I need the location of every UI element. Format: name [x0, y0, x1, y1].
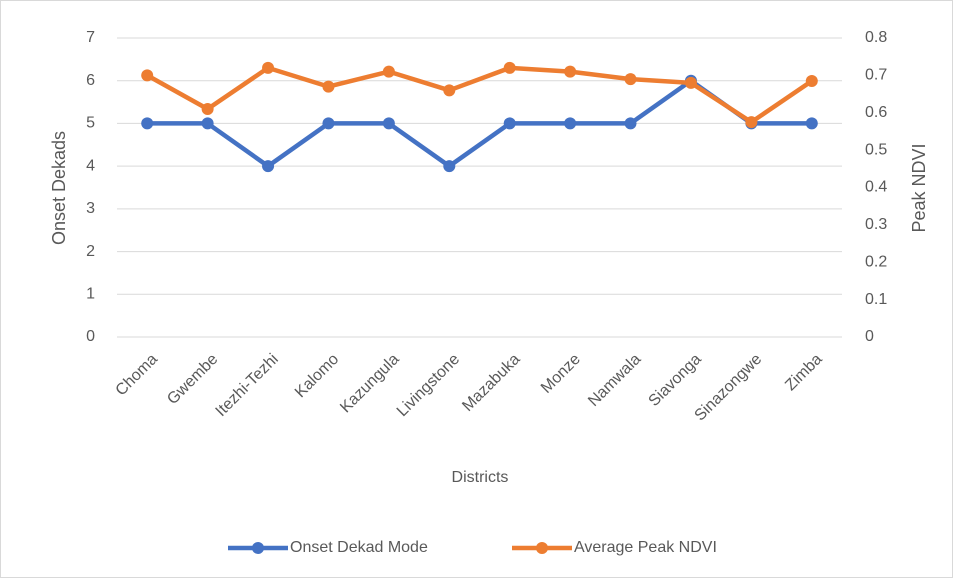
- series-marker: [564, 117, 577, 130]
- series-marker: [443, 84, 456, 97]
- series-marker: [382, 65, 395, 78]
- series-marker: [382, 117, 395, 130]
- y2-axis-title: Peak NDVI: [909, 143, 929, 232]
- y-tick-label: 2: [86, 243, 95, 260]
- series-marker: [564, 65, 577, 78]
- series-marker: [684, 76, 697, 89]
- y-tick-label: 6: [86, 72, 95, 89]
- y-tick-label: 0: [86, 328, 95, 345]
- legend-marker: [252, 542, 264, 554]
- series-line: [146, 65, 814, 125]
- series-marker: [624, 117, 637, 130]
- y2-tick-label: 0.8: [865, 29, 887, 46]
- series-marker: [503, 117, 516, 130]
- y-axis-title: Onset Dekads: [49, 131, 69, 245]
- series-marker: [805, 117, 818, 130]
- series-marker: [262, 61, 275, 74]
- y2-tick-label: 0.7: [865, 67, 887, 84]
- series-marker: [201, 117, 214, 130]
- x-axis-title: Districts: [452, 469, 509, 486]
- series-marker: [201, 103, 214, 116]
- legend-label: Onset Dekad Mode: [290, 539, 428, 556]
- series-marker: [745, 116, 758, 129]
- series-marker: [262, 160, 275, 173]
- series-marker: [322, 117, 335, 130]
- series-marker: [805, 74, 818, 87]
- y-tick-label: 3: [86, 200, 95, 217]
- series-marker: [503, 61, 516, 74]
- y2-tick-label: 0.6: [865, 104, 887, 121]
- series-marker: [141, 117, 154, 130]
- y-tick-label: 4: [86, 157, 95, 174]
- y2-tick-label: 0.2: [865, 253, 887, 270]
- series-marker: [141, 69, 154, 82]
- legend-label: Average Peak NDVI: [574, 539, 717, 556]
- y2-tick-label: 0.1: [865, 291, 887, 308]
- y2-tick-label: 0.5: [865, 141, 887, 158]
- y2-tick-label: 0.4: [865, 179, 887, 196]
- y-tick-label: 1: [86, 286, 95, 303]
- series-marker: [624, 73, 637, 86]
- y-tick-label: 5: [86, 115, 95, 132]
- series-marker: [443, 160, 456, 173]
- y-tick-label: 7: [86, 29, 95, 46]
- legend-marker: [536, 542, 548, 554]
- series-marker: [322, 80, 335, 93]
- y2-tick-label: 0.3: [865, 216, 887, 233]
- y2-tick-label: 0: [865, 328, 874, 345]
